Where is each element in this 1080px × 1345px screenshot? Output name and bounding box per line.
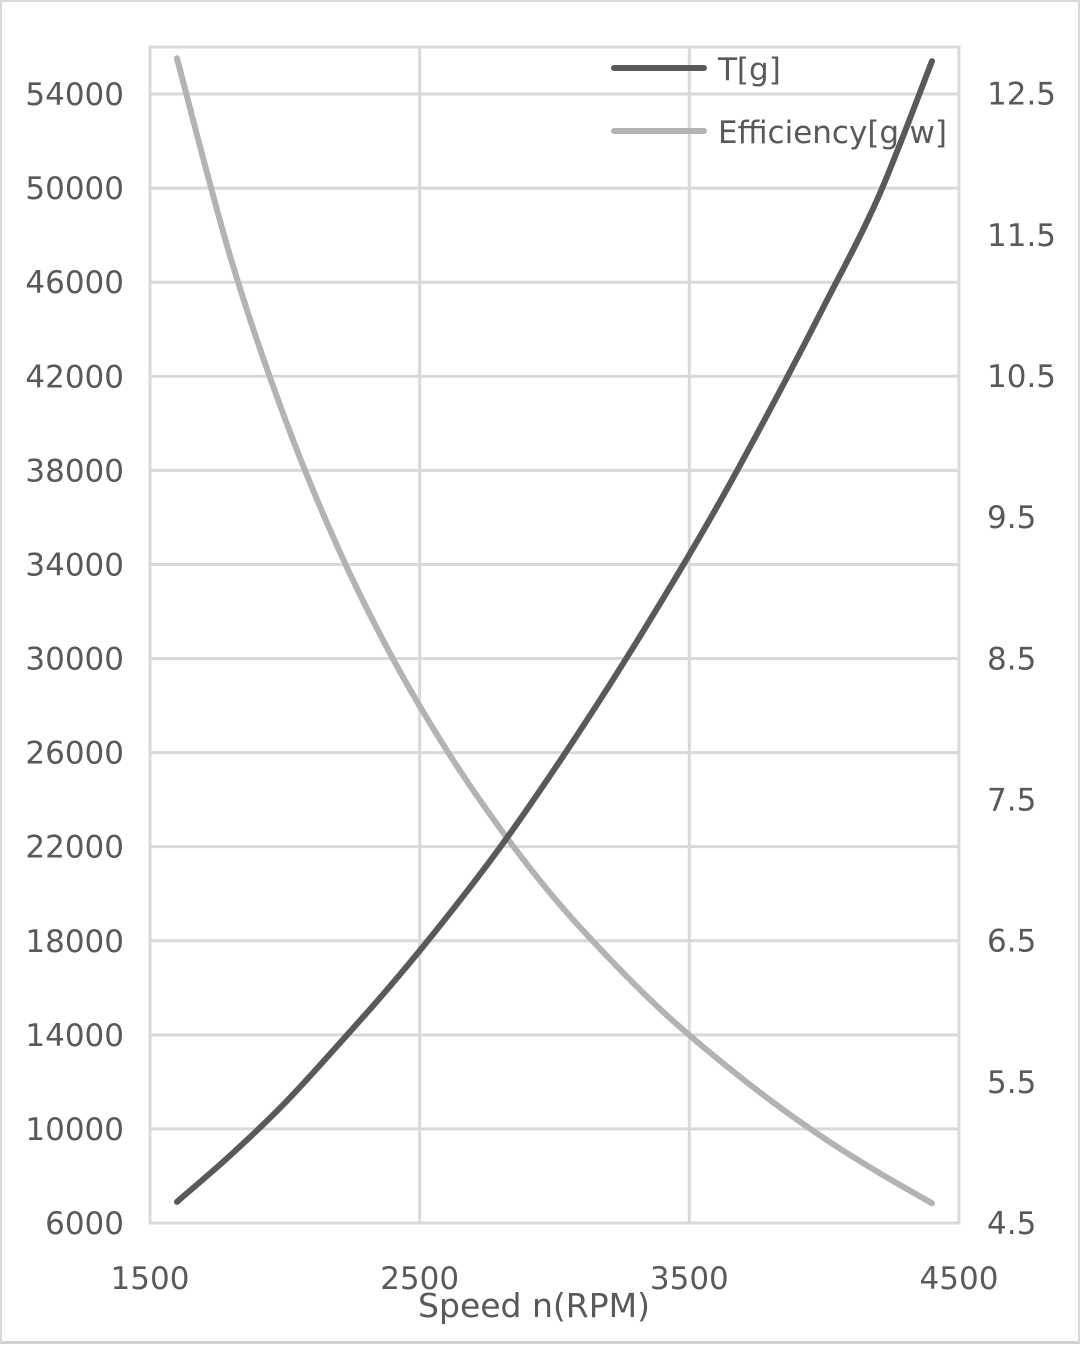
x-tick-label: 3500: [650, 1261, 729, 1297]
series-line-thrust: [173, 58, 936, 1205]
y-tick-label: 22000: [25, 830, 124, 866]
y2-tick-label: 11.5: [987, 218, 1056, 254]
y-axis-right-ticks: 4.5 5.5 6.5 7.5 8.5 9.5 10.5 11.5 12.5: [987, 77, 1056, 1242]
y-tick-label: 26000: [25, 736, 124, 772]
y-tick-label: 50000: [25, 171, 124, 207]
y2-tick-label: 10.5: [987, 359, 1056, 395]
y-tick-label: 34000: [25, 547, 124, 583]
x-tick-label: 2500: [380, 1261, 459, 1297]
legend-label-thrust: T[g]: [717, 52, 781, 88]
x-axis-ticks: 1500 2500 3500 4500: [111, 1261, 999, 1297]
x-tick-label: 4500: [920, 1261, 999, 1297]
y2-tick-label: 8.5: [987, 641, 1036, 677]
legend-item-thrust: T[g]: [611, 52, 781, 88]
series-line-efficiency: [173, 55, 936, 1207]
y-tick-label: 14000: [25, 1018, 124, 1054]
y2-tick-label: 4.5: [987, 1206, 1036, 1242]
y2-tick-label: 9.5: [987, 500, 1036, 536]
legend: T[g] Efficiency[g/w]: [611, 52, 947, 151]
y-tick-label: 6000: [45, 1206, 124, 1242]
y-tick-label: 54000: [25, 77, 124, 113]
legend-label-efficiency: Efficiency[g/w]: [718, 115, 947, 151]
y-tick-label: 38000: [25, 453, 124, 489]
y-tick-label: 30000: [25, 642, 124, 678]
legend-item-efficiency: Efficiency[g/w]: [611, 115, 947, 151]
y2-tick-label: 7.5: [987, 782, 1036, 818]
x-axis-title: Speed n(RPM): [418, 1286, 650, 1325]
gridlines: [148, 47, 961, 1225]
y-axis-left-ticks: 6000 10000 14000 18000 22000 26000 30000 34000 3…: [25, 77, 124, 1242]
plot-area: [148, 45, 961, 1225]
y2-tick-label: 5.5: [987, 1065, 1036, 1101]
y-tick-label: 46000: [25, 265, 124, 301]
y2-tick-label: 6.5: [987, 924, 1036, 960]
y2-tick-label: 12.5: [987, 77, 1056, 113]
y-tick-label: 18000: [25, 924, 124, 960]
x-tick-label: 1500: [111, 1261, 190, 1297]
y-tick-label: 42000: [25, 359, 124, 395]
y-tick-label: 10000: [25, 1112, 124, 1148]
